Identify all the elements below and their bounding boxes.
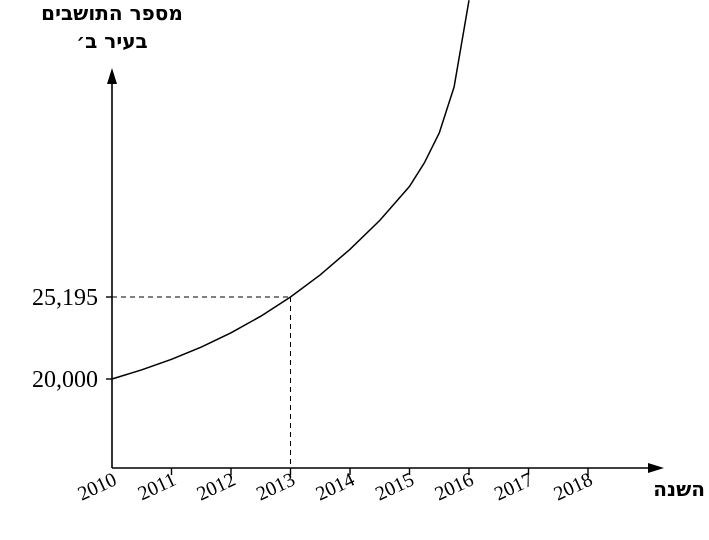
x-axis-title: השנה: [653, 477, 705, 501]
x-tick-label: 2015: [372, 469, 418, 506]
x-tick-label: 2018: [551, 469, 597, 506]
x-tick-label: 2013: [253, 469, 299, 506]
x-tick-label: 2010: [75, 469, 121, 506]
y-tick-label: 20,000: [32, 367, 98, 393]
x-ticks: 2010 2011 2012 2013 2014 2015 2016 2017 2018: [75, 468, 597, 506]
x-axis-arrow: [648, 463, 664, 473]
x-tick-label: 2012: [194, 469, 240, 506]
x-tick-label: 2017: [491, 469, 537, 506]
x-tick-label: 2011: [135, 469, 180, 506]
y-axis-arrow: [107, 68, 117, 84]
y-axis-title-line1: מספר התושבים: [41, 1, 183, 25]
y-tick-label: 25,195: [32, 285, 98, 311]
series-line: [111, 0, 470, 380]
x-tick-label: 2014: [313, 469, 359, 506]
x-tick-label: 2016: [432, 469, 478, 506]
y-axis-title-line2: בעיר ב׳: [76, 29, 147, 53]
